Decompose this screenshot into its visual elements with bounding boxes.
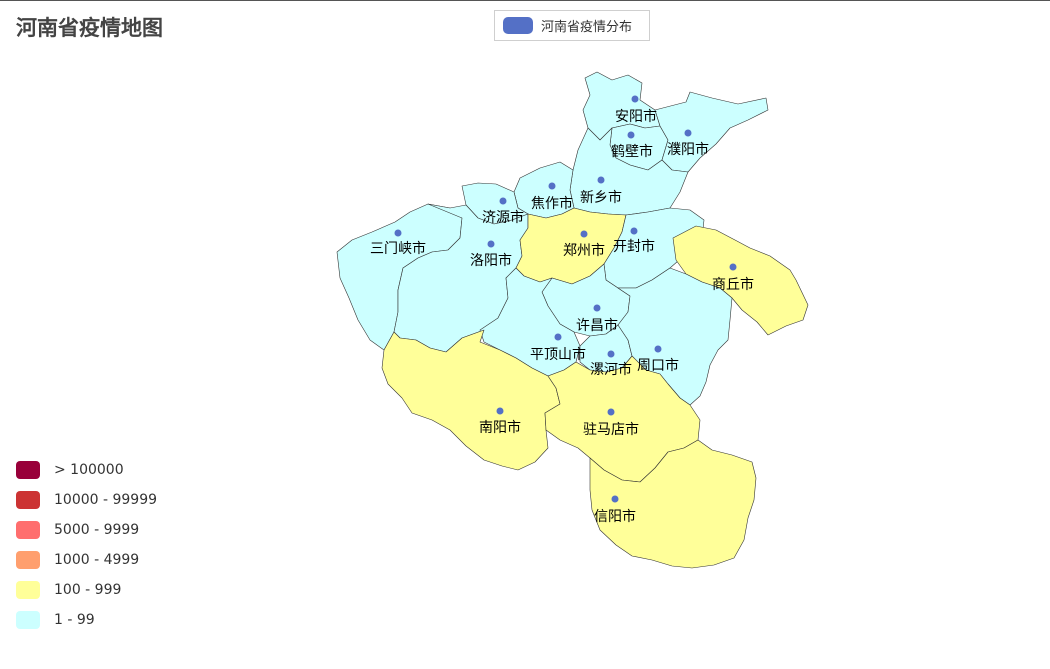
city-label: 漯河市 [590,361,632,378]
city-label: 洛阳市 [470,252,512,269]
city-label: 濮阳市 [667,141,709,158]
city-point[interactable] [631,95,639,103]
series-legend[interactable]: 河南省疫情分布 [494,10,650,41]
range-swatch [16,491,40,509]
city-point[interactable] [627,131,635,139]
range-label: > 100000 [54,462,124,478]
top-border [0,0,1050,1]
city-label: 驻马店市 [583,421,639,438]
range-label: 1000 - 4999 [54,552,140,568]
city-label: 南阳市 [479,419,521,436]
city-point[interactable] [630,227,638,235]
city-label: 鹤壁市 [611,143,653,160]
city-point[interactable] [729,263,737,271]
city-point[interactable] [654,345,662,353]
city-point[interactable] [684,129,692,137]
region-17[interactable] [589,439,757,569]
city-point[interactable] [580,230,588,238]
city-point[interactable] [611,495,619,503]
range-swatch [16,551,40,569]
visual-map-item[interactable]: 10000 - 99999 [16,490,216,510]
range-swatch [16,611,40,629]
city-label: 许昌市 [576,317,618,334]
visual-map-item[interactable]: 100 - 999 [16,580,216,600]
visual-map-item[interactable]: 1 - 99 [16,610,216,630]
range-label: 1 - 99 [54,612,95,628]
city-label: 安阳市 [615,108,657,125]
range-label: 5000 - 9999 [54,522,140,538]
range-swatch [16,461,40,479]
city-point[interactable] [487,240,495,248]
legend-label: 河南省疫情分布 [541,20,633,35]
city-point[interactable] [607,350,615,358]
region-14[interactable] [617,267,733,406]
city-label: 开封市 [613,238,655,255]
city-point[interactable] [548,182,556,190]
region-2[interactable] [654,91,769,173]
range-swatch [16,581,40,599]
city-label: 郑州市 [563,242,605,259]
city-point[interactable] [496,407,504,415]
city-point[interactable] [593,304,601,312]
range-swatch [16,521,40,539]
city-label: 平顶山市 [530,346,586,363]
visual-map-item[interactable]: 1000 - 4999 [16,550,216,570]
visual-map-item[interactable]: > 100000 [16,460,216,480]
city-point[interactable] [554,333,562,341]
visual-map-item[interactable]: 5000 - 9999 [16,520,216,540]
city-label: 三门峡市 [370,240,426,257]
city-label: 新乡市 [580,189,622,206]
map-regions [336,71,809,569]
city-label: 济源市 [482,209,524,226]
map-title: 河南省疫情地图 [16,16,163,40]
city-point[interactable] [499,197,507,205]
city-point[interactable] [607,408,615,416]
city-label: 商丘市 [712,276,754,293]
city-points [394,95,737,503]
range-label: 100 - 999 [54,582,122,598]
city-label: 信阳市 [594,508,636,525]
city-point[interactable] [597,176,605,184]
city-point[interactable] [394,229,402,237]
city-label: 周口市 [637,357,679,374]
city-label: 焦作市 [531,195,573,212]
range-label: 10000 - 99999 [54,492,158,508]
legend-marker-icon [503,17,533,34]
